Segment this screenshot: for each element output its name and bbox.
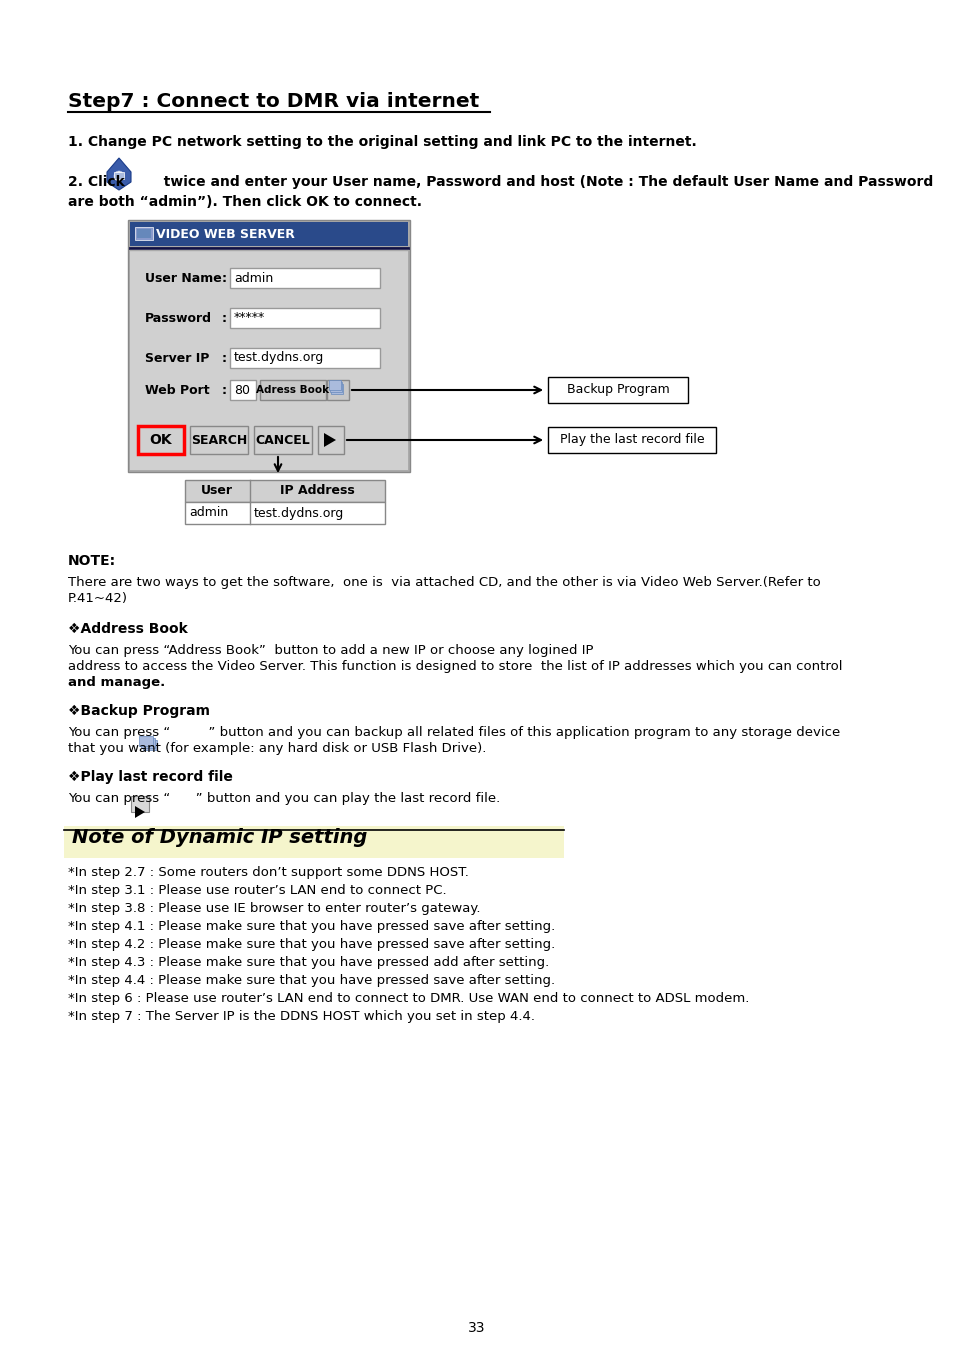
Bar xyxy=(139,737,152,746)
Text: :: : xyxy=(222,271,227,285)
Text: *In step 4.3 : Please make sure that you have pressed add after setting.: *In step 4.3 : Please make sure that you… xyxy=(68,956,549,969)
Bar xyxy=(131,796,149,812)
Text: You can press “      ” button and you can play the last record file.: You can press “ ” button and you can pla… xyxy=(68,792,499,805)
Text: :: : xyxy=(222,352,227,364)
Bar xyxy=(329,380,340,390)
Text: *In step 4.2 : Please make sure that you have pressed save after setting.: *In step 4.2 : Please make sure that you… xyxy=(68,938,555,951)
Text: User Name: User Name xyxy=(145,271,221,285)
Text: *In step 4.4 : Please make sure that you have pressed save after setting.: *In step 4.4 : Please make sure that you… xyxy=(68,974,555,987)
Text: :: : xyxy=(222,312,227,325)
Text: IP Address: IP Address xyxy=(279,484,354,498)
Text: VIDEO WEB SERVER: VIDEO WEB SERVER xyxy=(156,228,294,241)
Text: User: User xyxy=(201,484,233,498)
Circle shape xyxy=(113,171,124,181)
Bar xyxy=(230,308,379,328)
Text: ❖Backup Program: ❖Backup Program xyxy=(68,704,210,718)
Bar xyxy=(113,173,124,179)
Text: Play the last record file: Play the last record file xyxy=(559,433,703,447)
Text: 33: 33 xyxy=(468,1321,485,1336)
Bar xyxy=(190,426,248,455)
Text: *In step 3.1 : Please use router’s LAN end to connect PC.: *In step 3.1 : Please use router’s LAN e… xyxy=(68,884,446,897)
Bar xyxy=(185,480,385,502)
Bar xyxy=(230,380,255,401)
Polygon shape xyxy=(135,805,145,817)
Text: and manage.: and manage. xyxy=(68,676,165,689)
Text: ❖Address Book: ❖Address Book xyxy=(68,622,188,635)
Text: Adress Book: Adress Book xyxy=(256,384,329,395)
Text: Password: Password xyxy=(145,312,212,325)
Bar xyxy=(130,223,408,246)
Text: *In step 4.1 : Please make sure that you have pressed save after setting.: *In step 4.1 : Please make sure that you… xyxy=(68,920,555,934)
Text: :: : xyxy=(222,383,227,397)
Bar xyxy=(64,826,563,858)
Text: P.41~42): P.41~42) xyxy=(68,592,128,604)
Text: ❖Play last record file: ❖Play last record file xyxy=(68,770,233,784)
Text: *****: ***** xyxy=(233,312,265,325)
Text: 80: 80 xyxy=(233,383,250,397)
Polygon shape xyxy=(324,433,335,447)
Bar xyxy=(130,250,408,469)
Text: CANCEL: CANCEL xyxy=(255,433,310,447)
Bar xyxy=(547,376,687,403)
Text: admin: admin xyxy=(233,271,273,285)
Bar xyxy=(547,428,716,453)
Text: Web Port: Web Port xyxy=(145,383,210,397)
Text: *In step 2.7 : Some routers don’t support some DDNS HOST.: *In step 2.7 : Some routers don’t suppor… xyxy=(68,866,468,880)
Text: test.dydns.org: test.dydns.org xyxy=(253,506,344,519)
Bar xyxy=(260,380,326,401)
Bar xyxy=(138,426,184,455)
Polygon shape xyxy=(107,158,131,190)
Bar xyxy=(141,738,154,747)
Bar xyxy=(331,384,343,394)
Text: OK: OK xyxy=(150,433,172,447)
Text: Backup Program: Backup Program xyxy=(566,383,669,397)
Bar xyxy=(317,426,344,455)
Text: NOTE:: NOTE: xyxy=(68,554,116,568)
Bar xyxy=(230,348,379,368)
Bar xyxy=(330,382,341,393)
Text: There are two ways to get the software,  one is  via attached CD, and the other : There are two ways to get the software, … xyxy=(68,576,820,590)
Text: 1. Change PC network setting to the original setting and link PC to the internet: 1. Change PC network setting to the orig… xyxy=(68,135,696,148)
Text: admin: admin xyxy=(189,506,228,519)
Text: SEARCH: SEARCH xyxy=(191,433,247,447)
Text: Server IP: Server IP xyxy=(145,352,209,364)
Text: You can press “         ” button and you can backup all related files of this ap: You can press “ ” button and you can bac… xyxy=(68,726,840,739)
Text: You can press “Address Book”  button to add a new IP or choose any logined IP: You can press “Address Book” button to a… xyxy=(68,643,593,657)
Text: test.dydns.org: test.dydns.org xyxy=(233,352,324,364)
Bar xyxy=(230,268,379,287)
Bar xyxy=(253,426,312,455)
Text: 2. Click        twice and enter your User name, Password and host (Note : The de: 2. Click twice and enter your User name,… xyxy=(68,175,932,189)
Bar xyxy=(137,229,151,237)
Text: address to access the Video Server. This function is designed to store  the list: address to access the Video Server. This… xyxy=(68,660,841,673)
Bar xyxy=(327,380,349,401)
Bar xyxy=(128,220,410,472)
Bar xyxy=(135,227,152,240)
Text: Note of Dynamic IP setting: Note of Dynamic IP setting xyxy=(71,828,367,847)
Bar xyxy=(185,502,385,523)
Bar xyxy=(143,741,157,750)
Text: are both “admin”). Then click OK to connect.: are both “admin”). Then click OK to conn… xyxy=(68,196,421,209)
Text: *In step 3.8 : Please use IE browser to enter router’s gateway.: *In step 3.8 : Please use IE browser to … xyxy=(68,902,480,915)
Text: Step7 : Connect to DMR via internet: Step7 : Connect to DMR via internet xyxy=(68,92,478,111)
Text: *In step 7 : The Server IP is the DDNS HOST which you set in step 4.4.: *In step 7 : The Server IP is the DDNS H… xyxy=(68,1010,535,1023)
Text: that you want (for example: any hard disk or USB Flash Drive).: that you want (for example: any hard dis… xyxy=(68,742,486,755)
Text: *In step 6 : Please use router’s LAN end to connect to DMR. Use WAN end to conne: *In step 6 : Please use router’s LAN end… xyxy=(68,992,749,1005)
